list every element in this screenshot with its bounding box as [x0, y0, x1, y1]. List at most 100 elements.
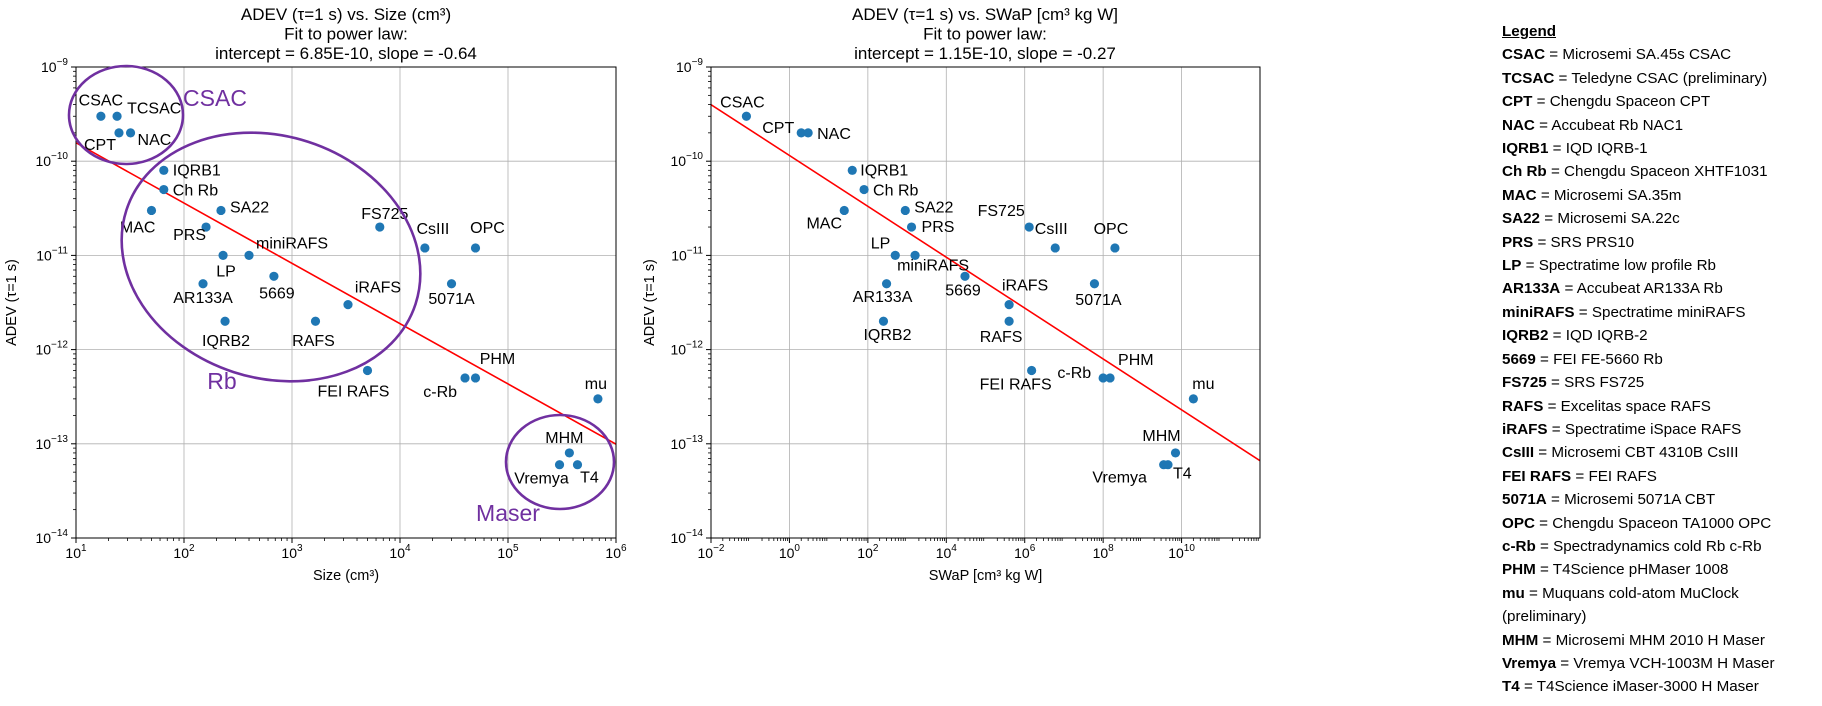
legend-entry-abbr: MHM	[1502, 631, 1539, 649]
legend-entry-desc: Spectratime miniRAFS	[1591, 303, 1746, 321]
legend-entry: CPT = Chengdu Spaceon CPT	[1502, 93, 1711, 111]
legend-entry-abbr: MAC	[1502, 186, 1537, 204]
chart-title-line: ADEV (τ=1 s) vs. Size (cm³)	[241, 5, 451, 24]
legend-entry-abbr: OPC	[1502, 514, 1535, 532]
legend-entry: FS725 = SRS FS725	[1502, 374, 1645, 392]
data-point-label: NAC	[138, 132, 172, 149]
legend-entry: c-Rb = Spectradynamics cold Rb c-Rb	[1502, 537, 1762, 555]
legend-entry: FEI RAFS = FEI RAFS	[1502, 467, 1657, 485]
data-point-label: iRAFS	[1002, 278, 1048, 295]
legend-entry-desc: Muquans cold-atom MuClock (preliminary)	[1502, 584, 1739, 626]
legend-entry-desc: IQD IQRB-1	[1565, 140, 1648, 158]
legend-entry-desc: Chengdu Spaceon TA1000 OPC	[1552, 514, 1772, 532]
x-tick-label: 102	[173, 543, 195, 561]
legend-entry: MAC = Microsemi SA.35m	[1502, 186, 1682, 204]
legend-entry-abbr: iRAFS	[1502, 420, 1548, 438]
data-point-label: SA22	[914, 199, 953, 216]
data-point	[470, 373, 481, 383]
data-point-label: MAC	[806, 215, 842, 232]
data-point-label: PRS	[922, 219, 955, 236]
data-point-label: CsIII	[1035, 221, 1068, 238]
data-point	[96, 111, 106, 121]
legend-entry: Vremya = Vremya VCH-1003M H Maser	[1502, 654, 1775, 672]
data-point	[310, 316, 321, 326]
legend-entry-abbr: FEI RAFS	[1502, 467, 1572, 485]
data-point	[1163, 460, 1173, 470]
legend-title: Legend	[1502, 23, 1557, 40]
legend-entry-abbr: PRS	[1502, 233, 1534, 251]
legend-entry-abbr: CsIII	[1502, 444, 1535, 462]
x-tick-label: 105	[497, 543, 519, 561]
data-point	[1004, 300, 1014, 310]
data-point	[878, 316, 889, 326]
y-tick-label: 10−11	[671, 245, 703, 263]
legend-entry-desc: Chengdu Spaceon XHTF1031	[1564, 163, 1768, 181]
data-point-label: MAC	[120, 219, 156, 236]
plot-frame	[75, 66, 617, 539]
legend-entry-desc: Microsemi 5071A CBT	[1564, 491, 1716, 509]
data-point-label: AR133A	[853, 289, 913, 306]
data-point-label: CsIII	[416, 221, 449, 238]
legend-entry: IQRB1 = IQD IQRB-1	[1502, 140, 1648, 158]
data-point	[1110, 243, 1120, 253]
data-point-label: IQRB2	[202, 333, 250, 350]
data-point-label: miniRAFS	[256, 235, 328, 252]
legend-entry-desc: T4Science pHMaser 1008	[1552, 561, 1729, 579]
data-point-label: RAFS	[292, 333, 335, 350]
legend-entry-desc: Microsemi SA.45s CSAC	[1562, 46, 1732, 64]
legend-entry: NAC = Accubeat Rb NAC1	[1502, 116, 1684, 134]
legend-entry-desc: Excelitas space RAFS	[1560, 397, 1711, 415]
x-tick-label: 108	[1093, 543, 1115, 561]
data-point-label: OPC	[470, 220, 505, 237]
chart-adev-vs-swap: ADEV (τ=1 s) vs. SWaP [cm³ kg W]Fit to p…	[642, 5, 1261, 584]
legend-entry: PHM = T4Science pHMaser 1008	[1502, 561, 1729, 579]
legend-entry: T4 = T4Science iMaser-3000 H Maser	[1502, 678, 1759, 696]
group-outline	[504, 413, 616, 511]
y-tick-label: 10−14	[670, 528, 703, 546]
data-point	[910, 250, 920, 260]
data-point	[446, 279, 457, 289]
data-point-label: c-Rb	[423, 384, 457, 401]
data-point	[159, 165, 169, 175]
data-point	[741, 111, 752, 121]
legend-entry: CsIII = Microsemi CBT 4310B CsIII	[1502, 444, 1739, 462]
y-tick-label: 10−14	[35, 528, 68, 546]
data-point	[125, 128, 136, 138]
data-point-label: SA22	[230, 199, 269, 216]
data-point-label: Vremya	[1092, 470, 1147, 487]
legend-entry-desc: IQD IQRB-2	[1565, 327, 1648, 345]
x-tick-label: 1010	[1168, 543, 1195, 561]
legend-entry: iRAFS = Spectratime iSpace RAFS	[1502, 420, 1742, 438]
legend-entry-abbr: 5071A	[1502, 491, 1547, 509]
legend-entry-abbr: 5669	[1502, 350, 1536, 368]
legend-entry: TCSAC = Teledyne CSAC (preliminary)	[1502, 69, 1768, 87]
chart-title-line: intercept = 6.85E-10, slope = -0.64	[215, 44, 477, 63]
legend-entry-desc: Chengdu Spaceon CPT	[1549, 93, 1711, 111]
y-tick-label: 10−9	[676, 57, 703, 75]
data-point	[343, 300, 353, 310]
legend-entry-desc: SRS PRS10	[1550, 233, 1635, 251]
y-tick-label: 10−11	[36, 245, 68, 263]
data-point-label: PRS	[173, 227, 206, 244]
y-tick-label: 10−10	[670, 151, 703, 169]
legend-entry-desc: Teledyne CSAC (preliminary)	[1571, 69, 1768, 87]
x-axis-label: Size (cm³)	[313, 568, 379, 584]
data-point	[1004, 316, 1014, 326]
data-point	[218, 250, 228, 260]
x-tick-label: 104	[389, 543, 411, 561]
legend-entry-desc: Spectradynamics cold Rb c-Rb	[1553, 537, 1762, 555]
legend-entry-abbr: IQRB1	[1502, 140, 1549, 158]
data-point	[564, 448, 574, 458]
data-point-label: PHM	[480, 351, 516, 368]
legend-entry: 5669 = FEI FE-5660 Rb	[1502, 350, 1663, 368]
y-tick-label: 10−12	[670, 340, 703, 358]
data-point-label: T4	[580, 470, 599, 487]
legend-entry-abbr: mu	[1502, 584, 1525, 602]
legend-entry-desc: Accubeat AR133A Rb	[1576, 280, 1723, 298]
data-point	[159, 184, 169, 195]
legend-entry: OPC = Chengdu Spaceon TA1000 OPC	[1502, 514, 1772, 532]
chart-title-line: ADEV (τ=1 s) vs. SWaP [cm³ kg W]	[852, 5, 1118, 24]
data-point-label: c-Rb	[1057, 365, 1091, 382]
legend-entry-abbr: c-Rb	[1502, 537, 1536, 555]
fit-line	[711, 103, 1260, 462]
